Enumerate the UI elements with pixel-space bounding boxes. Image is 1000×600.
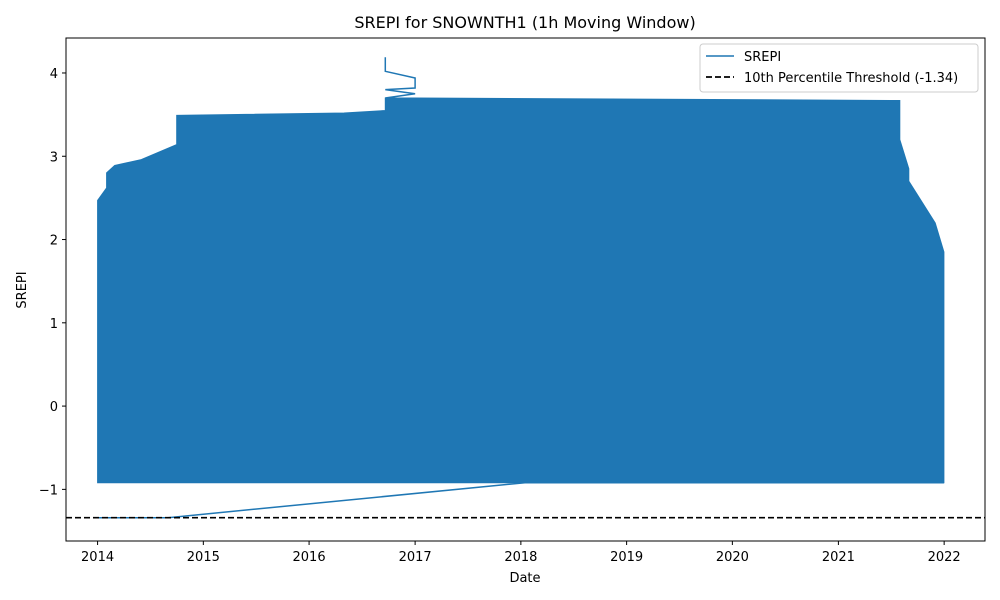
plot-area <box>66 57 985 519</box>
legend: SREPI 10th Percentile Threshold (-1.34) <box>699 43 979 93</box>
x-axis-label: Date <box>509 571 540 586</box>
y-tick-label: 3 <box>50 150 58 165</box>
y-tick-label: −1 <box>39 483 58 498</box>
x-axis: 2014 2015 2016 2017 2018 2019 2020 2021 2022 <box>81 541 961 565</box>
legend-label-srepi: SREPI <box>744 50 781 65</box>
x-tick-label: 2020 <box>716 550 749 565</box>
y-tick-label: 2 <box>50 234 58 249</box>
x-tick-label: 2021 <box>822 550 855 565</box>
y-tick-label: 4 <box>50 67 58 82</box>
srepi-series-body <box>97 97 945 484</box>
x-tick-label: 2018 <box>504 550 537 565</box>
legend-box <box>699 43 979 93</box>
x-tick-label: 2019 <box>610 550 643 565</box>
y-tick-label: 0 <box>50 400 58 415</box>
x-tick-label: 2022 <box>928 550 961 565</box>
y-tick-label: 1 <box>50 317 58 332</box>
x-tick-label: 2015 <box>187 550 220 565</box>
x-tick-label: 2016 <box>293 550 326 565</box>
x-tick-label: 2014 <box>81 550 114 565</box>
y-axis-label: SREPI <box>15 271 30 308</box>
chart-title: SREPI for SNOWNTH1 (1h Moving Window) <box>354 13 695 32</box>
axes-frame <box>65 37 986 542</box>
srepi-spike <box>384 57 416 99</box>
x-tick-label: 2017 <box>399 550 432 565</box>
y-axis: −1 0 1 2 3 4 <box>39 67 66 498</box>
legend-label-threshold: 10th Percentile Threshold (-1.34) <box>744 71 958 86</box>
